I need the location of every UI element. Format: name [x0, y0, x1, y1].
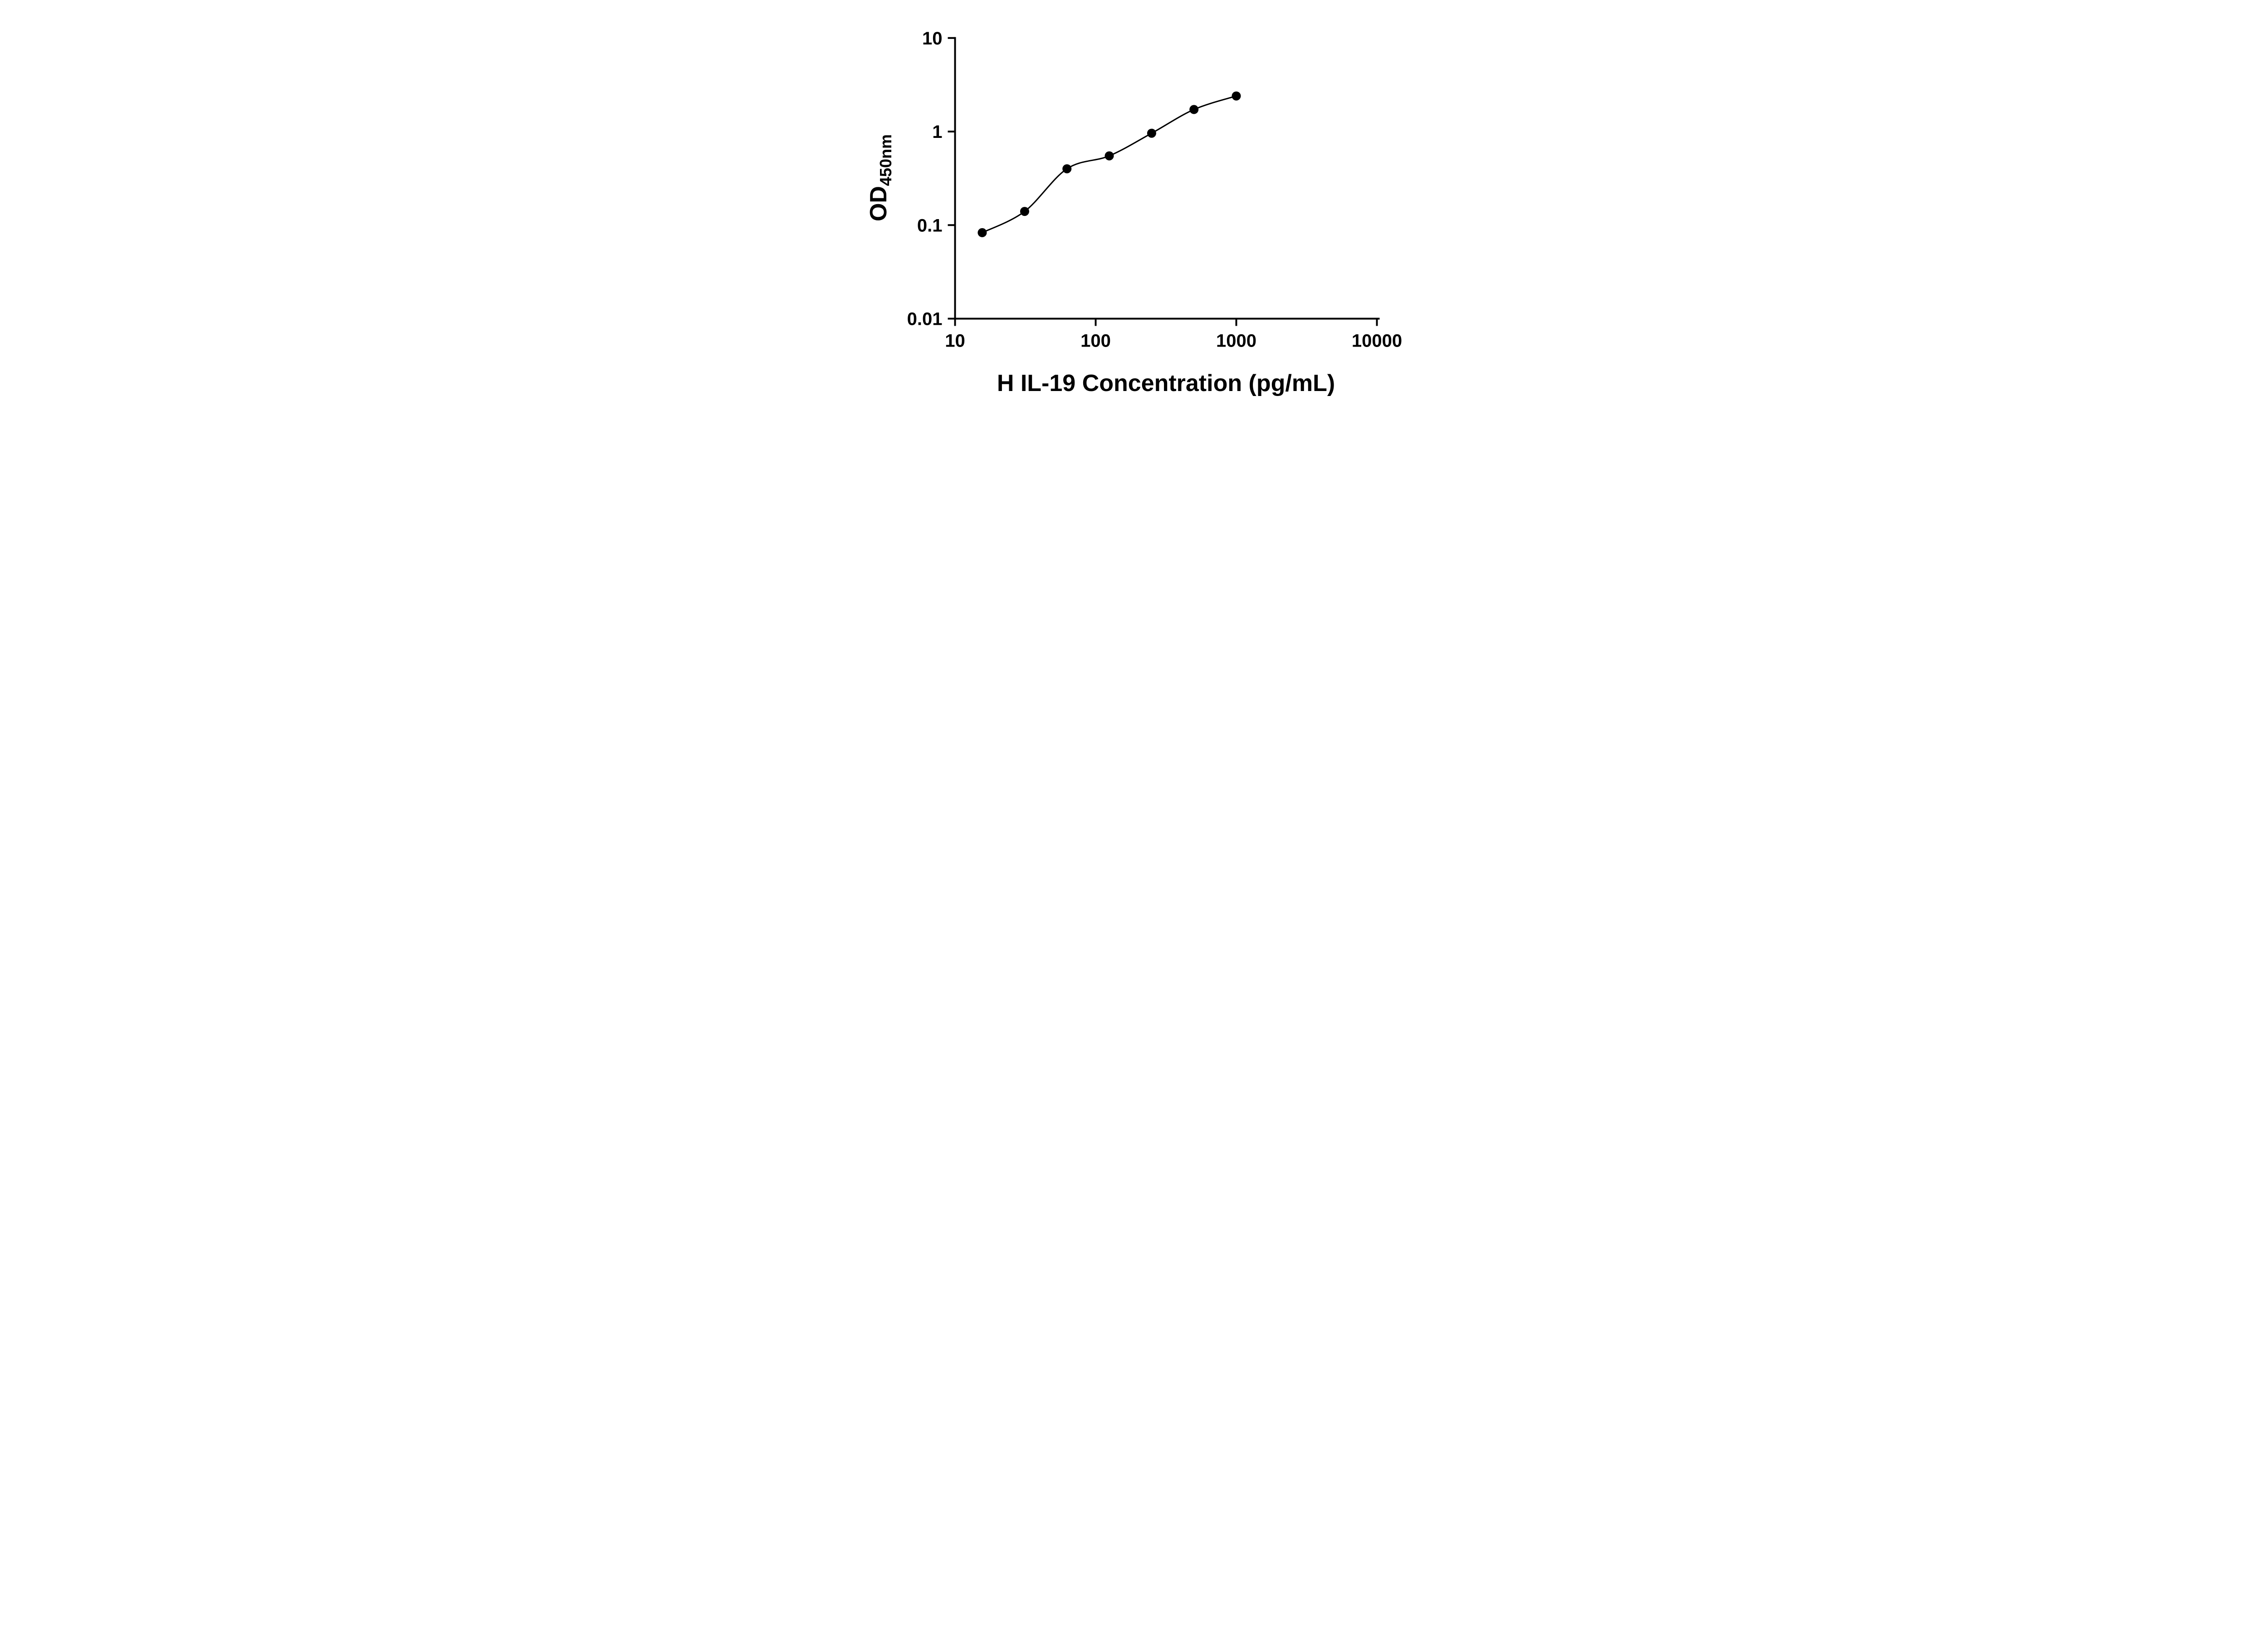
x-axis-title: H IL-19 Concentration (pg/mL) — [997, 370, 1334, 396]
series-layer — [977, 91, 1241, 237]
data-point-2 — [1062, 164, 1071, 174]
y-tick-label-0.01: 0.01 — [907, 309, 942, 329]
x-tick-label-10000: 10000 — [1351, 331, 1402, 351]
y-tick-label-1: 1 — [932, 122, 942, 142]
data-point-4 — [1147, 128, 1156, 138]
tick-labels: 10 100 1000 10000 0.01 0.1 1 10 — [907, 29, 1402, 351]
elisa-standard-curve-figure: 10 100 1000 10000 0.01 0.1 1 10 H IL-19 Concent… — [842, 0, 1426, 408]
data-point-1 — [1020, 207, 1029, 216]
tick-marks — [948, 37, 1378, 326]
y-tick-label-10: 10 — [922, 29, 943, 49]
data-point-0 — [977, 228, 987, 237]
data-point-6 — [1232, 91, 1241, 101]
x-tick-label-10: 10 — [945, 331, 965, 351]
x-tick-label-100: 100 — [1080, 331, 1111, 351]
data-point-3 — [1105, 151, 1114, 161]
chart-canvas: 10 100 1000 10000 0.01 0.1 1 10 H IL-19 Concent… — [842, 0, 1426, 408]
y-tick-label-0.1: 0.1 — [917, 215, 942, 235]
x-tick-label-1000: 1000 — [1216, 331, 1256, 351]
y-axis-title-main: OD — [865, 186, 892, 221]
data-points — [977, 91, 1241, 237]
y-axis-title: OD450nm — [865, 134, 895, 221]
y-axis-title-subscript: 450nm — [876, 134, 895, 186]
axes — [954, 37, 1379, 320]
data-point-5 — [1189, 105, 1198, 114]
